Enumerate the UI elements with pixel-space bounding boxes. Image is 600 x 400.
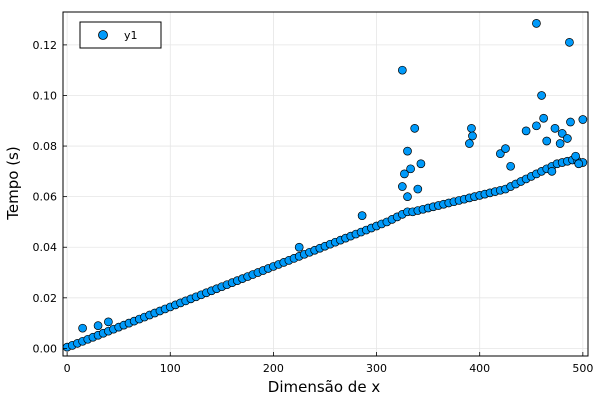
legend-label-y1: y1: [124, 29, 138, 42]
data-point-y1: [403, 192, 412, 201]
x-tick-label: 400: [469, 362, 490, 375]
data-point-y1: [521, 126, 531, 136]
x-tick-label: 0: [64, 362, 71, 375]
data-point-y1: [468, 131, 477, 141]
data-point-y1: [578, 115, 588, 124]
data-point-y1: [357, 211, 367, 220]
data-point-y1: [557, 129, 567, 138]
data-point-y1: [563, 134, 572, 143]
y-tick-label: 0.04: [33, 241, 58, 254]
data-point-y1: [550, 124, 560, 133]
y-tick-label: 0.10: [33, 89, 58, 102]
x-tick-label: 100: [160, 362, 181, 375]
data-point-y1: [539, 113, 549, 123]
data-point-y1: [413, 184, 423, 194]
data-point-y1: [501, 144, 510, 153]
data-point-y1: [93, 321, 103, 330]
data-point-y1: [465, 139, 474, 148]
data-point-y1: [566, 117, 575, 127]
grid: [63, 12, 588, 356]
y-axis-ticks: 0.00 0.02 0.04 0.06 0.08 0.10 0.12: [33, 39, 67, 355]
data-points: [62, 19, 588, 352]
y-tick-label: 0.06: [33, 191, 58, 204]
data-point-y1: [416, 159, 426, 169]
y-axis-title: Tempo (s): [4, 146, 22, 220]
data-point-y1: [532, 121, 541, 131]
data-point-y1: [574, 159, 584, 169]
y-tick-label: 0.02: [33, 292, 58, 305]
plot-frame: [62, 11, 589, 357]
x-tick-label: 300: [366, 362, 387, 375]
y-tick-label: 0.00: [33, 342, 58, 355]
data-point-y1: [547, 167, 557, 176]
data-point-y1: [104, 317, 113, 327]
data-point-y1: [397, 65, 407, 75]
data-point-y1: [403, 146, 412, 156]
data-point-y1: [542, 136, 552, 146]
data-point-y1: [78, 323, 87, 333]
y-tick-label: 0.08: [33, 140, 58, 153]
data-point-y1: [537, 91, 546, 100]
data-point-y1: [406, 164, 415, 174]
legend: y1: [79, 21, 162, 49]
data-point-y1: [397, 182, 407, 191]
data-point-y1: [506, 161, 515, 171]
data-point-y1: [532, 19, 541, 28]
y-tick-label: 0.12: [33, 39, 58, 52]
x-tick-label: 200: [263, 362, 284, 375]
x-axis-ticks: 0 100 200 300 400 500: [64, 352, 593, 375]
data-point-y1: [495, 149, 505, 158]
data-point-y1: [571, 151, 580, 161]
data-point-y1: [467, 124, 476, 133]
x-axis-title: Dimensão de x: [268, 378, 381, 396]
data-point-y1: [410, 124, 420, 133]
data-point-y1: [400, 169, 409, 179]
data-point-y1: [555, 139, 565, 148]
data-point-y1: [294, 242, 304, 252]
x-tick-label: 500: [572, 362, 593, 375]
data-point-y1: [565, 37, 574, 47]
legend-box: [79, 21, 162, 49]
legend-marker-y1: [98, 30, 108, 40]
